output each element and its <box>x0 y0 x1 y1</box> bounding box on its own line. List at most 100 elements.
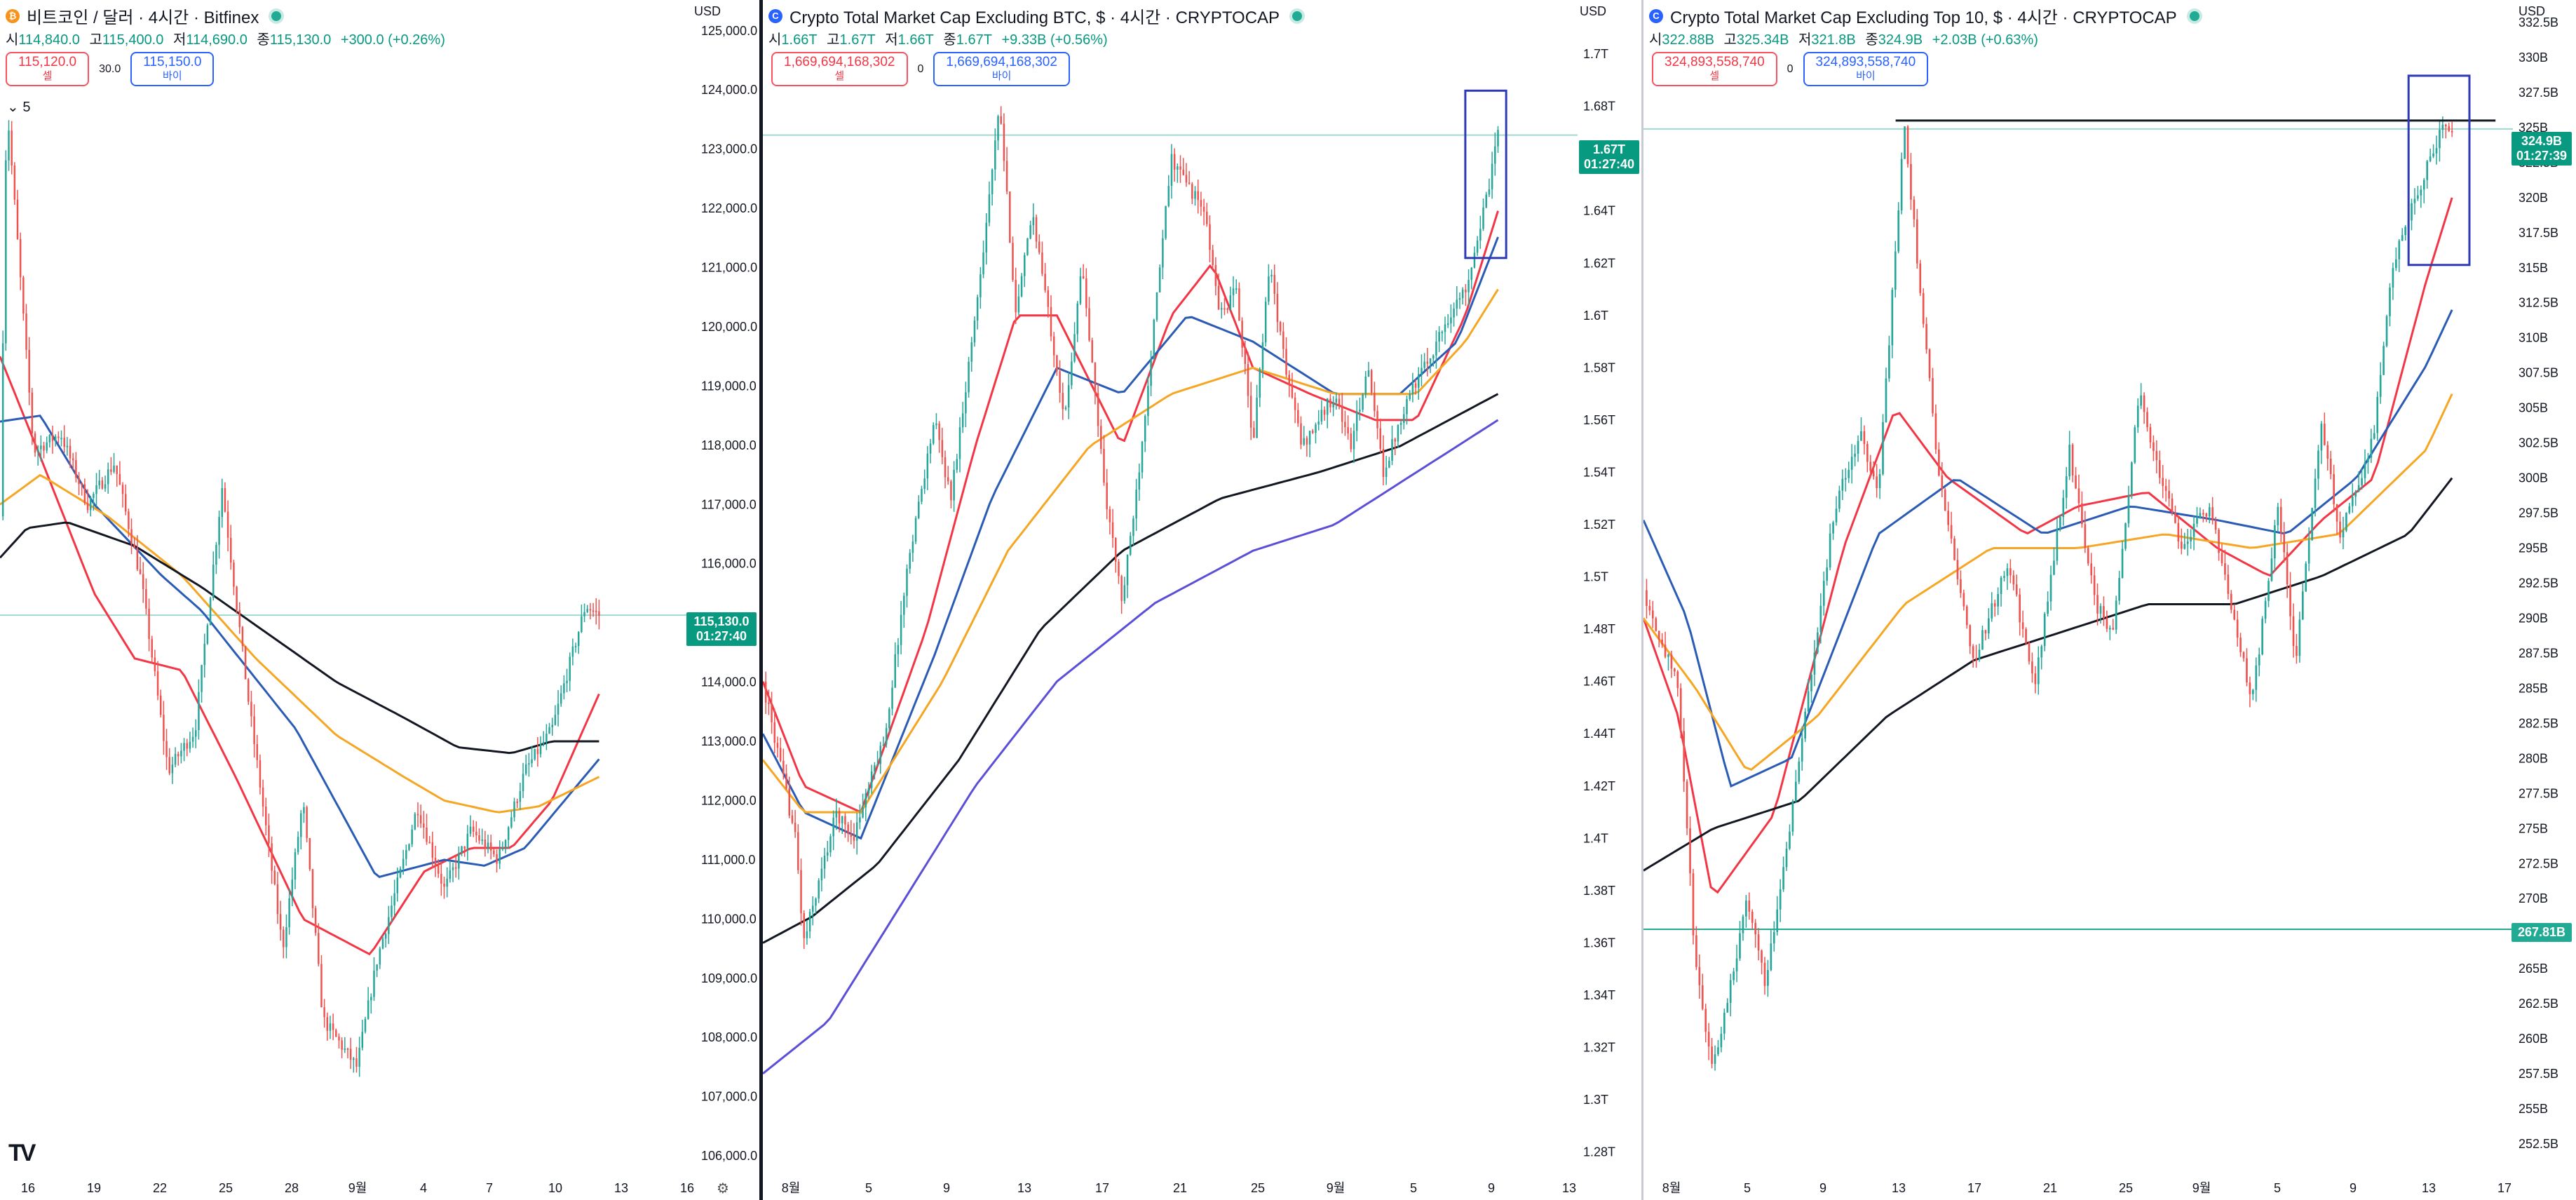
candle-body <box>1819 605 1822 633</box>
candle-body <box>159 695 162 715</box>
candle-body <box>1003 123 1005 161</box>
moving-average-line <box>763 393 1499 944</box>
buy-button[interactable]: 324,893,558,740 바이 <box>1803 52 1929 86</box>
total2-title-bar[interactable]: C Crypto Total Market Cap Excluding BTC,… <box>768 4 1303 28</box>
spread-value: 0 <box>917 63 924 75</box>
buy-label: 바이 <box>1856 70 1876 82</box>
y-tick-label: 1.6T <box>1583 309 1608 323</box>
y-tick-label: 300B <box>2519 471 2548 485</box>
btc-chart-plot[interactable]: 16 19 22 25 28 9월 4 7 10 13 16 125,000.0 124,000.0 12… <box>0 0 761 1200</box>
candle-body <box>2134 427 2136 463</box>
candle-body <box>349 1049 352 1060</box>
candle-body <box>329 1023 332 1031</box>
candle-body <box>504 840 507 847</box>
candle-body <box>2448 126 2450 131</box>
candle-body <box>595 610 597 612</box>
candle-body <box>2345 513 2347 531</box>
y-tick-label: 295B <box>2519 541 2548 555</box>
total2-chart-plot[interactable]: 8월 5 9 13 17 21 25 9월 5 9 13 1.7T 1.68T 1.66T 1.64T 1.6… <box>763 0 1643 1200</box>
chart-pane-others[interactable]: 8월 5 9 13 17 21 25 9월 5 9 13 17 332.5B 330B 327.5B 325B… <box>1643 0 2576 1200</box>
candle-body <box>1015 280 1017 313</box>
y-tick-label: 123,000.0 <box>701 142 757 156</box>
candle-body <box>1941 475 1944 490</box>
y-tick-label: 121,000.0 <box>701 261 757 275</box>
currency-label[interactable]: USD <box>1580 4 1607 18</box>
currency-label[interactable]: USD <box>694 4 721 18</box>
candle-body <box>973 321 976 343</box>
candle-body <box>273 870 276 884</box>
x-tick-label: 19 <box>87 1181 101 1195</box>
candle-body <box>2146 412 2148 428</box>
candle-body <box>1264 302 1267 343</box>
y-tick-label: 1.54T <box>1583 465 1615 479</box>
candle-body <box>589 609 592 611</box>
candle-body <box>2301 591 2304 620</box>
pane-divider[interactable] <box>759 0 763 1200</box>
y-tick-label: 327.5B <box>2519 86 2558 100</box>
candle-body <box>323 1007 325 1018</box>
candle-body <box>2180 541 2183 549</box>
candle-body <box>832 817 834 837</box>
candle-body <box>2379 375 2382 397</box>
candle-body <box>69 445 72 459</box>
y-tick-label: 262.5B <box>2519 997 2558 1011</box>
candle-body <box>36 449 39 453</box>
candle-body <box>271 843 273 871</box>
x-tick-label: 5 <box>1410 1181 1417 1195</box>
sell-button[interactable]: 1,669,694,168,302 셀 <box>771 52 908 86</box>
others-symbol-title[interactable]: Crypto Total Market Cap Excluding Top 10… <box>1670 8 2177 27</box>
candle-body <box>592 610 595 612</box>
ohlc-open-value: 322.88B <box>1662 32 1714 48</box>
candle-body <box>1162 238 1164 268</box>
y-tick-label: 122,000.0 <box>701 201 757 215</box>
candle-body <box>2441 124 2444 130</box>
chart-pane-btc[interactable]: 16 19 22 25 28 9월 4 7 10 13 16 125,000.0 124,000.0 12… <box>0 0 761 1200</box>
settings-icon[interactable]: ⚙ <box>717 1181 729 1196</box>
candle-body <box>1088 308 1090 341</box>
candle-body <box>1947 511 1949 525</box>
ohlc-low-key: 저 <box>172 32 187 48</box>
candle-body <box>850 834 853 837</box>
buy-button[interactable]: 1,669,694,168,302 바이 <box>933 52 1070 86</box>
y-tick-label: 117,000.0 <box>701 497 757 511</box>
chart-pane-total2[interactable]: 8월 5 9 13 17 21 25 9월 5 9 13 1.7T 1.68T 1.66T 1.64T 1.6… <box>763 0 1643 1200</box>
indicator-collapse-toggle[interactable]: ⌄ 5 <box>7 100 31 115</box>
candle-body <box>1182 169 1185 175</box>
candle-body <box>2283 533 2286 553</box>
y-tick-label: 125,000.0 <box>701 24 757 38</box>
moving-average-line <box>0 473 600 814</box>
others-chart-plot[interactable]: 8월 5 9 13 17 21 25 9월 5 9 13 17 332.5B 330B 327.5B 325B… <box>1643 0 2576 1200</box>
candle-body <box>2081 503 2083 525</box>
total2-symbol-title[interactable]: Crypto Total Market Cap Excluding BTC, $… <box>789 8 1280 27</box>
pane-divider[interactable] <box>1641 0 1643 1200</box>
candle-body <box>2224 563 2226 575</box>
candle-body <box>800 870 802 914</box>
candle-body <box>2068 445 2070 477</box>
sell-button[interactable]: 115,120.0 셀 <box>6 52 90 86</box>
candle-body <box>2357 485 2360 492</box>
candle-body <box>116 465 118 474</box>
candle-body <box>224 487 226 512</box>
buy-button[interactable]: 115,150.0 바이 <box>130 52 215 86</box>
candle-body <box>1717 1047 1719 1055</box>
candle-body <box>1359 410 1361 412</box>
candle-body <box>1020 276 1023 297</box>
btc-symbol-title[interactable]: 비트코인 / 달러 · 4시간 · Bitfinex <box>27 8 259 27</box>
candle-body <box>1860 431 1862 441</box>
candle-body <box>900 614 902 645</box>
currency-label[interactable]: USD <box>2519 4 2546 18</box>
y-tick-label: 1.36T <box>1583 936 1615 950</box>
candle-body <box>248 679 250 702</box>
candle-body <box>2305 563 2307 592</box>
candle-body <box>1170 154 1173 186</box>
candle-body <box>1739 933 1741 959</box>
sell-button[interactable]: 324,893,558,740 셀 <box>1652 52 1777 86</box>
tradingview-logo-icon[interactable]: TV <box>8 1140 36 1166</box>
candle-body <box>1754 922 1757 935</box>
candle-body <box>2246 658 2248 683</box>
candle-body <box>906 569 908 596</box>
candle-body <box>1950 525 1953 539</box>
candle-body <box>827 852 829 856</box>
btc-title-bar[interactable]: ₿ 비트코인 / 달러 · 4시간 · Bitfinex <box>6 4 282 28</box>
others-title-bar[interactable]: C Crypto Total Market Cap Excluding Top … <box>1649 4 2199 28</box>
